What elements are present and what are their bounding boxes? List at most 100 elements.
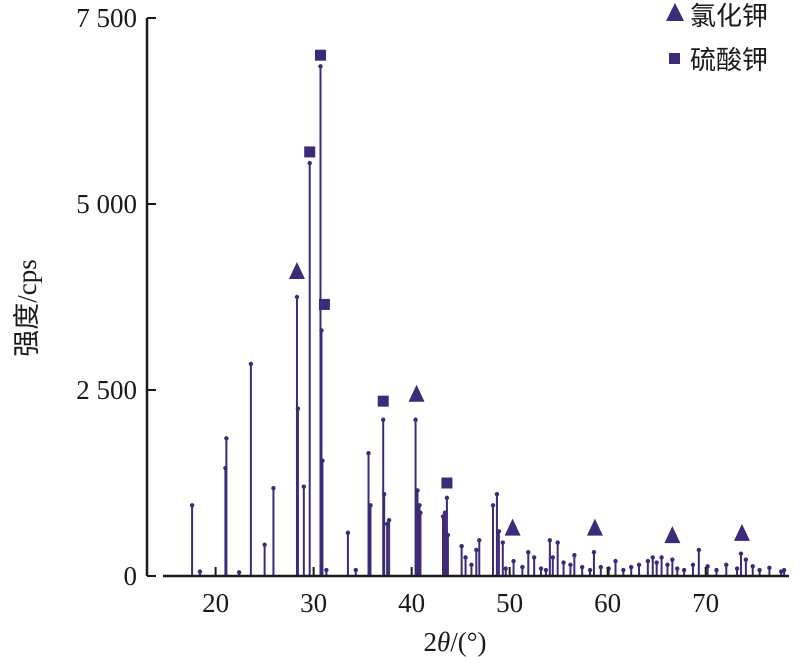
peak-dot bbox=[459, 544, 464, 549]
peak-dot bbox=[324, 567, 329, 573]
peak-dot bbox=[547, 538, 553, 543]
peak-dot bbox=[781, 567, 787, 573]
peak-dot bbox=[353, 567, 358, 573]
peak-dot bbox=[531, 555, 537, 560]
peak-dot bbox=[503, 566, 508, 571]
x-tick-label: 30 bbox=[300, 588, 327, 618]
peak-dot bbox=[320, 458, 325, 463]
peak-dot bbox=[381, 417, 386, 422]
peak-dot bbox=[386, 518, 392, 523]
peak-dot bbox=[568, 562, 573, 568]
x-tick-label: 40 bbox=[398, 588, 425, 618]
x-tick-label: 20 bbox=[202, 588, 229, 618]
kcl-triangle-marker bbox=[733, 523, 750, 541]
peak-dot bbox=[463, 555, 468, 560]
peak-dot bbox=[520, 564, 525, 570]
peak-dot bbox=[598, 564, 604, 570]
peak-dot bbox=[645, 558, 651, 564]
x-tick-label: 60 bbox=[594, 588, 621, 618]
peak-dot bbox=[224, 436, 229, 441]
y-axis-title: 强度/cps bbox=[12, 259, 42, 357]
peak-dot bbox=[262, 542, 267, 547]
peak-dot bbox=[197, 569, 203, 574]
peak-dot bbox=[543, 567, 549, 573]
peak-dot bbox=[591, 549, 597, 555]
peak-dot bbox=[236, 570, 242, 575]
peak-dot bbox=[417, 503, 422, 508]
peak-dot bbox=[654, 560, 659, 565]
peak-dot bbox=[561, 560, 566, 565]
peak-dot bbox=[368, 503, 373, 508]
peak-dot bbox=[418, 510, 423, 515]
peak-dot bbox=[587, 567, 593, 573]
peak-dot bbox=[757, 567, 762, 573]
peak-dot bbox=[295, 406, 301, 411]
peak-dot bbox=[750, 564, 755, 569]
peak-dot bbox=[319, 328, 324, 333]
peak-dot bbox=[613, 558, 618, 564]
kcl-triangle-marker bbox=[288, 261, 305, 279]
peak-dot bbox=[511, 558, 516, 564]
peak-dot bbox=[738, 551, 744, 556]
peak-dot bbox=[628, 564, 634, 570]
peak-dot bbox=[496, 529, 502, 534]
k2so4-square-marker bbox=[304, 146, 316, 158]
peak-dot bbox=[670, 557, 675, 562]
legend-label-kcl: 氯化钾 bbox=[690, 2, 768, 32]
peak-dot bbox=[294, 294, 300, 300]
k2so4-square-marker bbox=[318, 298, 330, 310]
peak-markers-group bbox=[288, 49, 750, 544]
peak-dot bbox=[413, 417, 418, 422]
kcl-triangle-marker bbox=[504, 518, 521, 536]
peak-dot bbox=[714, 567, 719, 573]
k2so4-square-marker bbox=[441, 477, 453, 489]
peaks-group bbox=[189, 64, 787, 576]
peak-dot bbox=[724, 562, 729, 568]
peak-dot bbox=[743, 557, 749, 562]
peak-dot bbox=[366, 451, 371, 456]
y-tick-label: 5 000 bbox=[76, 189, 137, 219]
y-tick-label: 7 500 bbox=[76, 3, 137, 33]
peak-dot bbox=[621, 567, 626, 573]
k2so4-square-marker bbox=[377, 395, 389, 407]
x-axis-title: 2θ/(°) bbox=[423, 627, 486, 657]
peak-dot bbox=[494, 491, 500, 497]
peak-dot bbox=[665, 562, 670, 568]
peak-dot bbox=[345, 530, 351, 536]
peak-dot bbox=[696, 547, 702, 553]
peak-dot bbox=[477, 538, 482, 543]
peak-dot bbox=[636, 562, 642, 568]
kcl-triangle-marker bbox=[408, 384, 425, 402]
y-tick-label: 2 500 bbox=[76, 375, 137, 405]
kcl-triangle-marker bbox=[586, 518, 603, 536]
kcl-triangle-marker bbox=[664, 526, 681, 544]
peak-dot bbox=[189, 503, 195, 508]
peak-dot bbox=[767, 565, 772, 571]
legend-square-icon bbox=[669, 53, 680, 64]
peak-dot bbox=[445, 532, 451, 538]
peak-dot bbox=[381, 491, 387, 497]
peak-dot bbox=[415, 488, 420, 493]
k2so4-square-marker bbox=[314, 49, 326, 61]
x-axis-ticks: 20 30 40 50 60 70 bbox=[202, 567, 719, 618]
peak-dot bbox=[681, 567, 687, 573]
peak-dot bbox=[469, 562, 474, 568]
legend-triangle-icon bbox=[666, 3, 684, 21]
peak-dot bbox=[248, 361, 254, 367]
peak-dot bbox=[526, 549, 531, 555]
peak-dot bbox=[301, 484, 307, 489]
peak-dot bbox=[307, 160, 312, 166]
peak-dot bbox=[271, 486, 276, 491]
peak-dot bbox=[538, 566, 544, 571]
peak-dot bbox=[650, 555, 655, 560]
y-axis-ticks: 0 2 500 5 000 7 500 bbox=[76, 3, 156, 591]
peak-dot bbox=[690, 562, 696, 568]
peak-dot bbox=[444, 495, 450, 501]
peak-dot bbox=[675, 566, 680, 571]
x-tick-label: 70 bbox=[692, 588, 719, 618]
peak-dot bbox=[734, 566, 740, 571]
peak-dot bbox=[555, 540, 560, 545]
peak-dot bbox=[550, 555, 555, 560]
x-tick-label: 50 bbox=[496, 588, 523, 618]
